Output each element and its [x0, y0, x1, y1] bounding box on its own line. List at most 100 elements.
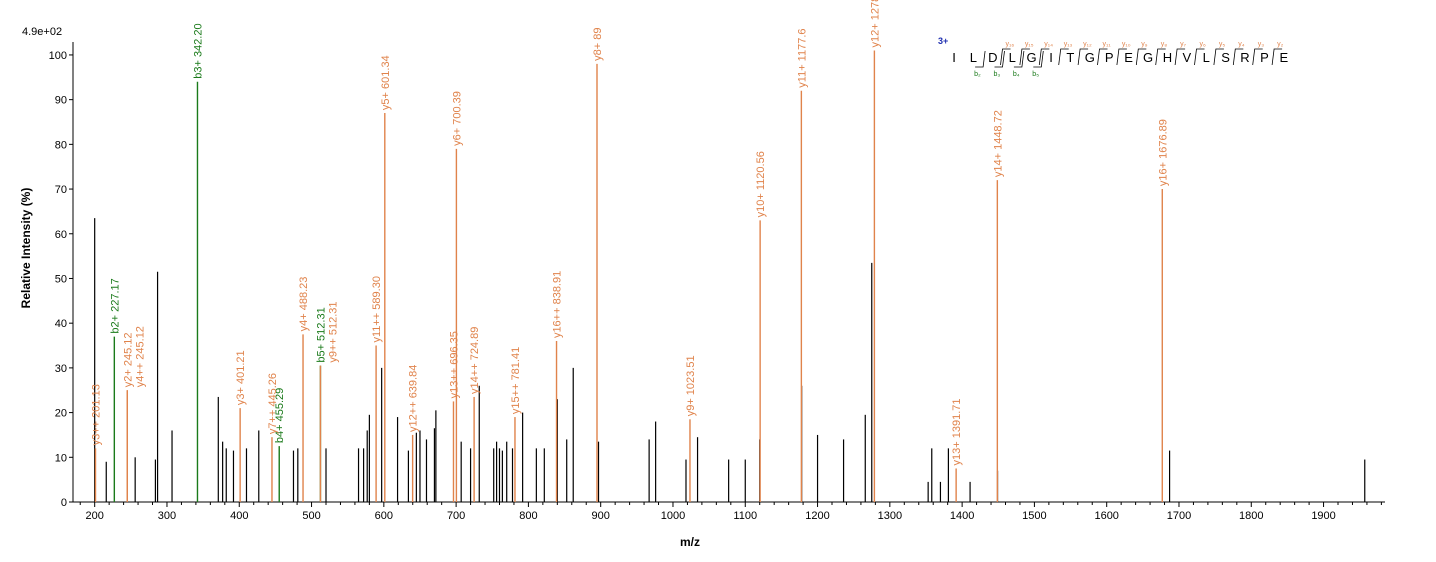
y-ion-label: y₁₁ [1103, 41, 1112, 48]
peak-label: y7++ 445.26 [267, 373, 279, 434]
residue: I [952, 50, 956, 65]
peak-label: b5+ 512.31 [315, 307, 327, 362]
x-tick-label: 1300 [878, 510, 902, 522]
peak-label: b3+ 342.20 [192, 23, 204, 78]
x-tick-label: 1900 [1311, 510, 1335, 522]
y-ion-label: y₁₂ [1083, 41, 1092, 48]
x-tick-label: 400 [230, 510, 248, 522]
peak-label: y15++ 781.41 [510, 347, 522, 414]
x-tick-label: 1500 [1022, 510, 1046, 522]
residue: E [1279, 50, 1288, 65]
y-tick-label: 80 [55, 139, 67, 151]
x-tick-label: 1700 [1167, 510, 1191, 522]
x-tick-label: 200 [86, 510, 104, 522]
peak-label: y3++ 201.13 [91, 384, 103, 445]
y-ion-label: y₁₀ [1122, 41, 1131, 48]
y-ion-label: y₄ [1238, 41, 1245, 48]
peak-label: y14+ 1448.72 [992, 110, 1004, 177]
peak-label: y16++ 838.91 [552, 271, 564, 338]
x-tick-label: 700 [447, 510, 465, 522]
y-tick-label: 90 [55, 95, 67, 107]
y-tick-label: 20 [55, 408, 67, 420]
peak-label: y6+ 700.39 [451, 91, 463, 146]
x-axis-title: m/z [680, 535, 700, 549]
y-ion-bracket [1038, 48, 1050, 66]
residue: S [1221, 50, 1230, 65]
y-ion-label: y₁₆ [1006, 41, 1015, 48]
y-ion-bracket [1116, 48, 1127, 66]
y-tick-label: 30 [55, 363, 67, 375]
peak-label: y16+ 1676.89 [1157, 119, 1169, 186]
b-ion-bracket [1033, 50, 1044, 68]
max-intensity-label: 4.9e+02 [22, 26, 62, 38]
y-ion-bracket [1213, 48, 1224, 66]
residue: P [1105, 50, 1114, 65]
peak-label: y12+ 1278.64 [869, 0, 881, 47]
y-ion-label: y₇ [1180, 41, 1187, 48]
y-ion-bracket [1252, 48, 1263, 66]
b-ion-label: b₃ [994, 71, 1001, 78]
y-ion-label: y₆ [1200, 41, 1207, 48]
peak-label: y3+ 401.21 [235, 350, 247, 405]
unassigned-peaks [94, 218, 1366, 502]
y-tick-label: 10 [55, 452, 67, 464]
y-ion-label: y₈ [1161, 41, 1168, 48]
b-ion-label: b₄ [1013, 71, 1020, 78]
peak-label: y13+ 1391.71 [951, 398, 963, 465]
x-tick-label: 1200 [805, 510, 829, 522]
residue: P [1260, 50, 1269, 65]
x-tick-label: 1000 [661, 510, 685, 522]
residue: G [1143, 50, 1153, 65]
peak-label: y4++ 245.12 [134, 326, 146, 387]
axes: 0 10 20 30 40 50 60 70 80 90 100 200 300 400 500 600 700… [49, 42, 1385, 522]
peak-label: y9+ 1023.51 [685, 355, 697, 416]
x-tick-label: 500 [302, 510, 320, 522]
y-ion-label: y₅ [1219, 41, 1226, 48]
residue: L [1009, 50, 1016, 65]
residue: G [1027, 50, 1037, 65]
y-ion-label: y₁₄ [1044, 41, 1053, 48]
y-tick-label: 0 [61, 497, 67, 509]
x-tick-label: 1800 [1239, 510, 1263, 522]
y-ion-bracket [1000, 48, 1011, 66]
b-ion-label: b₅ [1032, 71, 1039, 78]
y-ion-bracket [1077, 48, 1089, 66]
x-tick-label: 800 [519, 510, 537, 522]
x-tick-label: 1400 [950, 510, 974, 522]
residue: T [1066, 50, 1074, 65]
x-tick-label: 300 [158, 510, 176, 522]
b-ion-bracket [994, 50, 1005, 68]
charge-state: 3+ [938, 36, 948, 46]
y-ion-bracket [1135, 48, 1147, 66]
y-tick-label: 40 [55, 318, 67, 330]
residue: D [988, 50, 997, 65]
y-tick-label: 50 [55, 273, 67, 285]
peak-label: y9++ 512.31 [327, 301, 339, 362]
y-ion-bracket [1174, 48, 1186, 66]
peak-label: y5+ 601.34 [380, 55, 392, 110]
y-axis-title: Relative Intensity (%) [19, 188, 33, 309]
b-ion-bracket [975, 50, 986, 68]
peak-label: y4+ 488.23 [298, 277, 310, 332]
x-tick-label: 600 [375, 510, 393, 522]
y-ion-label: y₂ [1277, 41, 1284, 48]
residue: L [1203, 50, 1210, 65]
residue: G [1085, 50, 1095, 65]
peak-label: y10+ 1120.56 [755, 151, 767, 217]
peak-label: b4+ 455.29 [274, 388, 286, 443]
y-tick-label: 60 [55, 229, 67, 241]
residue: L [970, 50, 977, 65]
residue: I [1049, 50, 1053, 65]
peak-label: y13++ 696.35 [448, 331, 460, 398]
b-ion-label: b₂ [974, 71, 981, 78]
y-ion-bracket [1019, 48, 1030, 66]
peak-label: y8+ 89 [592, 28, 604, 61]
peak-label: y14++ 724.89 [469, 327, 481, 394]
peak-label: y11++ 589.30 [371, 276, 383, 342]
y-ion-label: y₃ [1258, 41, 1265, 48]
peak-label: y11+ 1177.6 [796, 28, 808, 87]
y-ion-bracket [1155, 48, 1166, 66]
y-ion-bracket [1097, 48, 1108, 66]
